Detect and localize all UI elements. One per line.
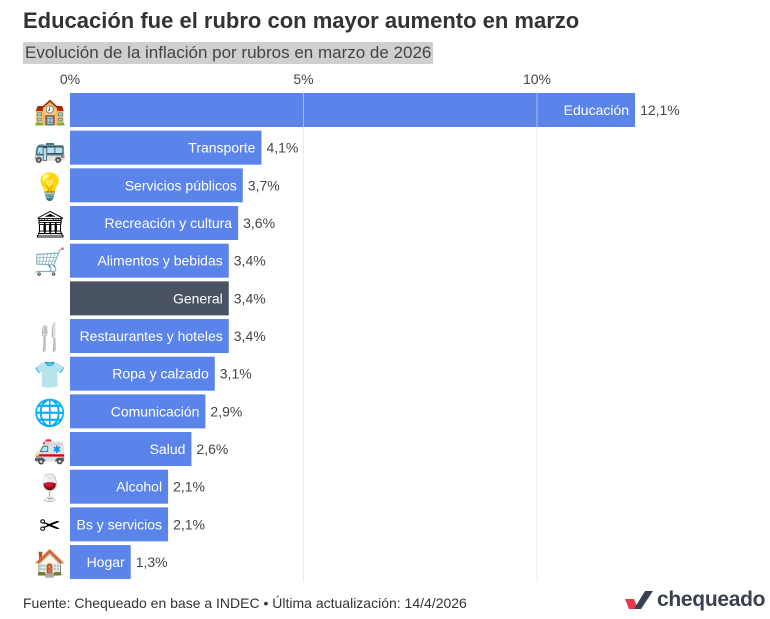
bar-value-label: 4,1% bbox=[266, 140, 298, 156]
bar-category-label: Servicios públicos bbox=[125, 177, 237, 193]
bar-category-label: Hogar bbox=[87, 554, 125, 570]
logo-check-icon bbox=[625, 591, 653, 609]
chart-subtitle: Evolución de la inflación por rubros en … bbox=[23, 42, 434, 64]
shopping-cart-icon: 🛒 bbox=[34, 247, 66, 277]
bar[interactable] bbox=[70, 281, 229, 316]
bar-category-label: Alimentos y bebidas bbox=[97, 253, 222, 269]
bar[interactable] bbox=[70, 168, 243, 203]
bar-value-label: 3,6% bbox=[243, 215, 275, 231]
bar-value-label: 3,1% bbox=[220, 366, 252, 382]
bar[interactable] bbox=[70, 243, 229, 278]
bar-category-label: Salud bbox=[150, 441, 186, 457]
bar-value-label: 2,1% bbox=[173, 479, 205, 495]
x-tick-label: 0% bbox=[60, 71, 80, 87]
bar-value-label: 3,7% bbox=[248, 177, 280, 193]
lightbulb-icon: 💡 bbox=[34, 171, 66, 201]
fork-knife-icon: 🍴 bbox=[34, 322, 66, 353]
bar-value-label: 3,4% bbox=[234, 253, 266, 269]
bar[interactable] bbox=[70, 93, 636, 127]
x-tick-label: 10% bbox=[523, 71, 551, 87]
scissors-icon: ✂ bbox=[39, 510, 61, 540]
bar-category-label: Alcohol bbox=[116, 479, 162, 495]
bar-value-label: 2,6% bbox=[196, 441, 228, 457]
bar[interactable] bbox=[70, 507, 169, 542]
bar[interactable] bbox=[70, 130, 262, 165]
house-icon: 🏠 bbox=[34, 548, 66, 578]
bar[interactable] bbox=[70, 319, 229, 354]
bar[interactable] bbox=[70, 356, 215, 391]
school-icon: 🏫 bbox=[34, 96, 66, 126]
bar-category-label: Bs y servicios bbox=[76, 516, 162, 532]
bar-category-label: Restaurantes y hoteles bbox=[80, 328, 223, 344]
bar-category-label: Comunicación bbox=[111, 403, 200, 419]
x-tick-label: 5% bbox=[293, 71, 313, 87]
logo-text: chequeado bbox=[657, 588, 766, 611]
clothes-icon: 👕 bbox=[34, 360, 66, 390]
chart-title: Educación fue el rubro con mayor aumento… bbox=[23, 8, 580, 33]
bar[interactable] bbox=[70, 469, 169, 504]
ambulance-icon: 🚑 bbox=[34, 435, 66, 465]
bar-value-label: 1,3% bbox=[136, 554, 168, 570]
bar-category-label: Transporte bbox=[188, 140, 255, 156]
bar-category-label: General bbox=[173, 290, 223, 306]
bar-value-label: 2,1% bbox=[173, 516, 205, 532]
classical-building-icon: 🏛 bbox=[33, 209, 66, 239]
bar[interactable] bbox=[70, 432, 192, 467]
wine-glass-icon: 🍷 bbox=[34, 473, 66, 503]
globe-icon: 🌐 bbox=[34, 397, 66, 427]
bar-value-label: 3,4% bbox=[234, 290, 266, 306]
bar-category-label: Educación bbox=[564, 102, 629, 118]
bar-category-label: Recreación y cultura bbox=[104, 215, 232, 231]
bar-category-label: Ropa y calzado bbox=[112, 366, 209, 382]
bar[interactable] bbox=[70, 394, 206, 429]
chequeado-logo[interactable]: chequeado bbox=[625, 588, 765, 612]
bar-value-label: 12,1% bbox=[640, 102, 680, 118]
bar[interactable] bbox=[70, 206, 239, 241]
bar[interactable] bbox=[70, 545, 131, 580]
bar-value-label: 3,4% bbox=[234, 328, 266, 344]
bar-chart: 0% 5% 10% Educación 12,1% 🏫 Transporte 4,1% 🚌 Ser… bbox=[33, 71, 680, 582]
bus-icon: 🚌 bbox=[34, 134, 66, 164]
source-footer: Fuente: Chequeado en base a INDEC • Últi… bbox=[23, 595, 467, 611]
bar-value-label: 2,9% bbox=[210, 403, 242, 419]
